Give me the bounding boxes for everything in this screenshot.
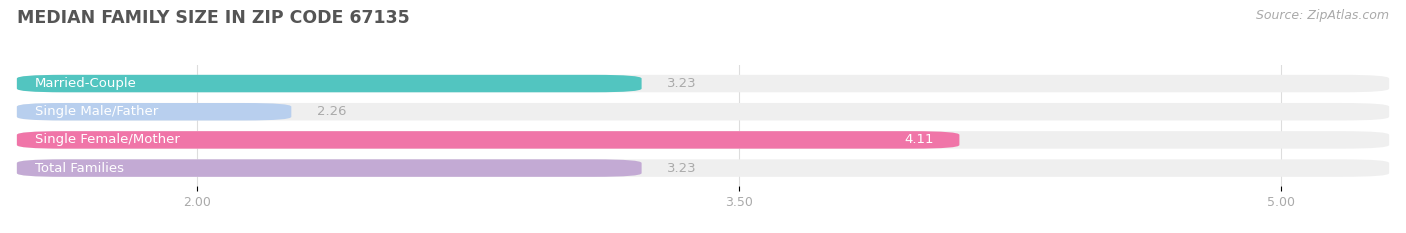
- FancyBboxPatch shape: [17, 75, 641, 92]
- Text: 3.23: 3.23: [666, 77, 696, 90]
- FancyBboxPatch shape: [17, 103, 1389, 120]
- FancyBboxPatch shape: [17, 75, 1389, 92]
- Text: 3.23: 3.23: [666, 161, 696, 175]
- Text: MEDIAN FAMILY SIZE IN ZIP CODE 67135: MEDIAN FAMILY SIZE IN ZIP CODE 67135: [17, 9, 409, 27]
- FancyBboxPatch shape: [17, 131, 1389, 149]
- FancyBboxPatch shape: [17, 131, 959, 149]
- Text: Single Female/Mother: Single Female/Mother: [35, 134, 180, 146]
- FancyBboxPatch shape: [17, 103, 291, 120]
- FancyBboxPatch shape: [17, 159, 641, 177]
- Text: Total Families: Total Families: [35, 161, 124, 175]
- FancyBboxPatch shape: [17, 159, 1389, 177]
- Text: Married-Couple: Married-Couple: [35, 77, 136, 90]
- Text: 4.11: 4.11: [904, 134, 934, 146]
- Text: Source: ZipAtlas.com: Source: ZipAtlas.com: [1256, 9, 1389, 22]
- Text: Single Male/Father: Single Male/Father: [35, 105, 159, 118]
- Text: 2.26: 2.26: [316, 105, 346, 118]
